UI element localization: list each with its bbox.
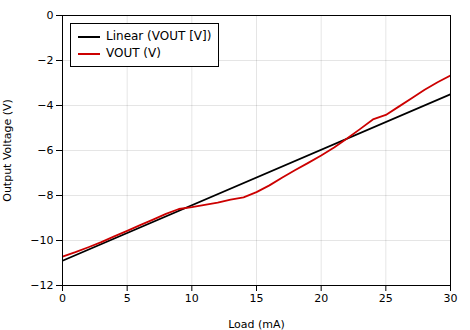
svg-text:5: 5	[124, 292, 131, 305]
svg-text:0: 0	[47, 9, 54, 22]
svg-text:−2: −2	[37, 54, 53, 67]
svg-text:15: 15	[250, 292, 264, 305]
svg-text:20: 20	[314, 292, 328, 305]
svg-text:−4: −4	[37, 99, 53, 112]
svg-text:30: 30	[444, 292, 458, 305]
svg-text:Output Voltage (V): Output Voltage (V)	[1, 99, 14, 202]
svg-text:−8: −8	[37, 189, 53, 202]
html-text:Linear (VOUT [V]): Linear (VOUT [V])	[106, 29, 212, 43]
svg-text:Load (mA): Load (mA)	[228, 318, 285, 330]
svg-text:0: 0	[59, 292, 66, 305]
html-text:VOUT (V): VOUT (V)	[106, 46, 161, 60]
svg-text:25: 25	[379, 292, 393, 305]
svg-text:−10: −10	[30, 234, 53, 247]
svg-text:−12: −12	[30, 279, 53, 292]
svg-text:10: 10	[185, 292, 199, 305]
svg-text:−6: −6	[37, 144, 53, 157]
